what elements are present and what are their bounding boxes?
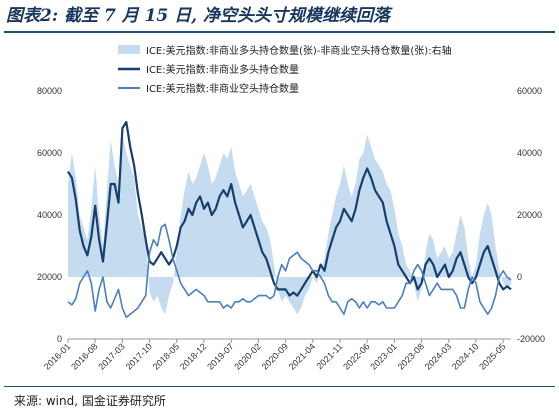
legend-label-long: ICE:美元指数:非商业多头持仓数量 (146, 63, 299, 76)
x-axis-tick-label: 2020-09 (260, 341, 290, 371)
legend: ICE:美元指数:非商业多头持仓数量(张)-非商业空头持仓数量(张):右轴 IC… (118, 44, 452, 95)
x-axis-tick-label: 2023-01 (368, 341, 398, 371)
right-axis-ticks: -20000 0 20000 40000 60000 (517, 86, 545, 344)
left-axis-tick-label: 0 (57, 334, 62, 344)
source-note: 来源: wind, 国金证券研究所 (14, 394, 166, 408)
left-axis-tick-label: 20000 (37, 272, 62, 282)
source-divider (4, 386, 555, 387)
right-axis-tick-label: -20000 (517, 334, 545, 344)
x-axis-tick-label: 2025-05 (477, 341, 507, 371)
positions-chart: 0 20000 40000 60000 80000 -20000 0 20000 40000 6… (37, 44, 545, 372)
right-axis-tick-label: 60000 (517, 86, 542, 96)
x-axis-tick-label: 2023-08 (396, 341, 426, 371)
x-axis-tick-label: 2024-10 (450, 341, 480, 371)
long-position-line (67, 120, 512, 297)
x-axis-tick-label: 2019-07 (205, 341, 235, 371)
left-axis-ticks: 0 20000 40000 60000 80000 (37, 86, 62, 344)
x-axis-tick-label: 2018-05 (151, 341, 181, 371)
x-axis-tick-label: 2022-06 (341, 341, 371, 371)
x-axis-tick-label: 2018-12 (178, 341, 208, 371)
x-axis-tick-label: 2017-03 (96, 341, 126, 371)
net-position-area (68, 134, 511, 315)
x-axis-ticks: 2016-012016-082017-032017-102018-052018-… (42, 339, 508, 372)
right-axis-tick-label: 40000 (517, 148, 542, 158)
x-axis-tick-label: 2020-02 (232, 341, 262, 371)
x-axis-tick-label: 2021-11 (314, 341, 344, 371)
legend-label-net: ICE:美元指数:非商业多头持仓数量(张)-非商业空头持仓数量(张):右轴 (146, 44, 452, 57)
right-axis-tick-label: 20000 (517, 210, 542, 220)
x-axis-tick-label: 2016-08 (69, 341, 99, 371)
x-axis-tick-label: 2021-04 (287, 341, 317, 371)
right-axis-tick-label: 0 (517, 272, 522, 282)
chart-title: 图表2: 截至 7 月 15 日, 净空头头寸规模继续回落 (6, 6, 391, 26)
legend-label-short: ICE:美元指数:非商业空头持仓数量 (146, 82, 299, 95)
x-axis-tick-label: 2017-10 (124, 341, 154, 371)
title-divider (4, 31, 555, 33)
left-axis-tick-label: 60000 (37, 148, 62, 158)
x-axis-tick-label: 2024-03 (423, 341, 453, 371)
position-lines-layer (67, 120, 512, 319)
x-axis-tick-label: 2016-01 (42, 341, 72, 371)
legend-swatch-net (118, 45, 140, 54)
net-position-area-layer (68, 134, 511, 315)
left-axis-tick-label: 80000 (37, 86, 62, 96)
short-position-line (67, 223, 512, 319)
left-axis-tick-label: 40000 (37, 210, 62, 220)
